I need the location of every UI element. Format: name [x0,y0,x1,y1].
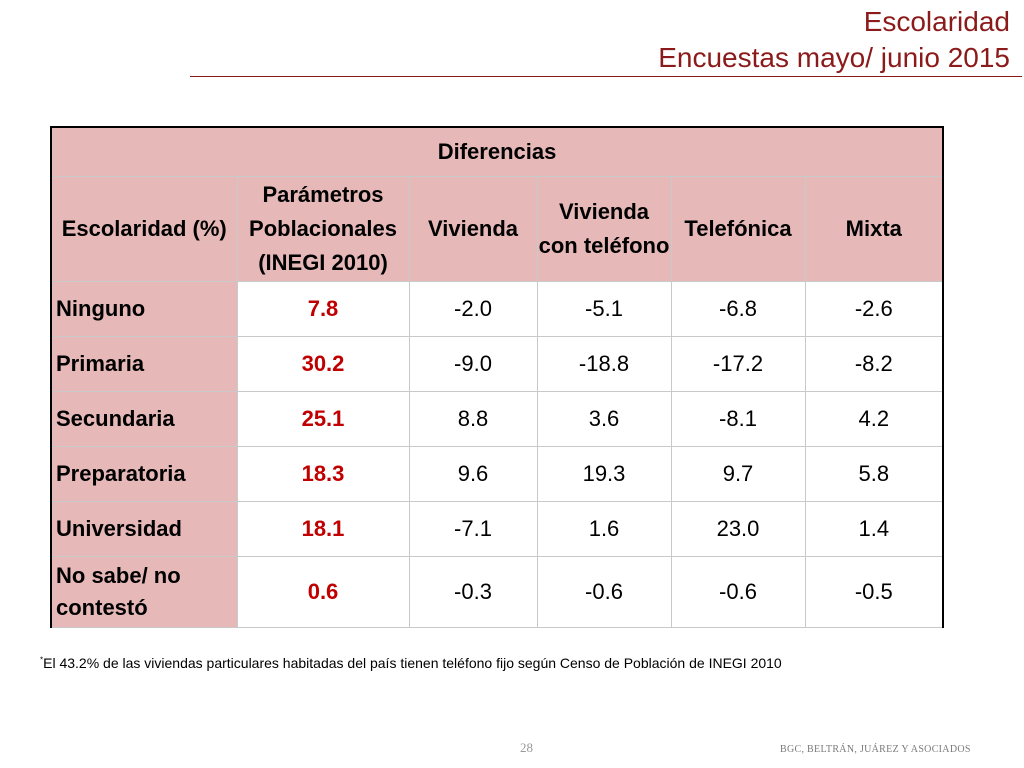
row-label: No sabe/ no contestó [50,556,238,628]
footnote: *El 43.2% de las viviendas particulares … [40,655,782,671]
row-label: Secundaria [50,391,238,447]
table-cell: -6.8 [670,281,806,337]
table-cell: -17.2 [670,336,806,392]
population-value: 0.6 [236,556,410,628]
table-row: Universidad 18.1 -7.1 1.6 23.0 1.4 [50,501,945,557]
population-value: 30.2 [236,336,410,392]
firm-name: BGC, BELTRÁN, JUÁREZ Y ASOCIADOS [780,744,971,755]
table-cell: 19.3 [536,446,672,502]
table-row: Secundaria 25.1 8.8 3.6 -8.1 4.2 [50,391,945,447]
page-number: 28 [520,740,533,755]
population-value: 7.8 [236,281,410,337]
footnote-marker: * [40,655,44,665]
title-line-2: Encuestas mayo/ junio 2015 [658,42,1010,73]
group-header: Diferencias [49,126,945,177]
table-cell: -8.2 [804,336,945,392]
table-cell: 8.8 [408,391,538,447]
table-cell: -0.6 [670,556,806,628]
title-underline [190,76,1022,77]
column-header: Escolaridad (%) [50,176,238,282]
title-line-1: Escolaridad [863,6,1010,37]
table-cell: -9.0 [408,336,538,392]
population-value: 18.1 [236,501,410,557]
row-label: Universidad [50,501,238,557]
table-cell: -2.6 [804,281,945,337]
education-differences-table: Diferencias Escolaridad (%) Parámetros P… [49,126,945,628]
table-cell: -8.1 [670,391,806,447]
column-header: Vivienda [408,176,538,282]
table-cell: -2.0 [408,281,538,337]
table-cell: 9.7 [670,446,806,502]
column-header: Parámetros Poblacionales (INEGI 2010) [236,176,410,282]
footnote-text: El 43.2% de las viviendas particulares h… [43,655,782,671]
table-row: Primaria 30.2 -9.0 -18.8 -17.2 -8.2 [50,336,945,392]
table-cell: -0.3 [408,556,538,628]
table-cell: 4.2 [804,391,945,447]
table-cell: 23.0 [670,501,806,557]
table-cell: -0.5 [804,556,945,628]
table-row: No sabe/ no contestó 0.6 -0.3 -0.6 -0.6 … [50,556,945,628]
table-cell: -0.6 [536,556,672,628]
table-row: Ninguno 7.8 -2.0 -5.1 -6.8 -2.6 [50,281,945,337]
column-header: Telefónica [670,176,806,282]
table-cell: 1.4 [804,501,945,557]
table-row: Preparatoria 18.3 9.6 19.3 9.7 5.8 [50,446,945,502]
population-value: 25.1 [236,391,410,447]
column-header: Vivienda con teléfono [536,176,672,282]
table-cell: -5.1 [536,281,672,337]
row-label: Primaria [50,336,238,392]
row-label: Ninguno [50,281,238,337]
table-cell: 3.6 [536,391,672,447]
table-cell: -18.8 [536,336,672,392]
population-value: 18.3 [236,446,410,502]
table-cell: -7.1 [408,501,538,557]
column-header: Mixta [804,176,945,282]
row-label: Preparatoria [50,446,238,502]
table-cell: 5.8 [804,446,945,502]
table-cell: 1.6 [536,501,672,557]
slide-title: Escolaridad Encuestas mayo/ junio 2015 [658,4,1010,76]
table-cell: 9.6 [408,446,538,502]
